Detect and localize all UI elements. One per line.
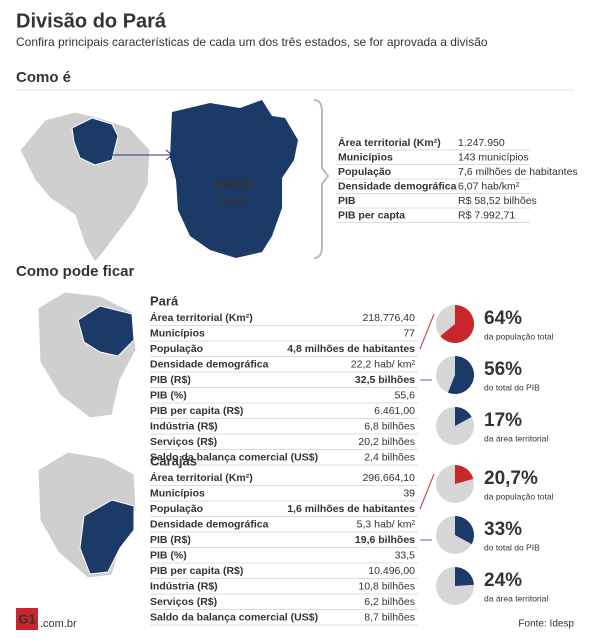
row-value: 218.776,40: [362, 312, 415, 324]
row-label: Indústria (R$): [150, 420, 218, 432]
row-label: População: [150, 343, 203, 355]
row-value: 22,2 hab/ km²: [351, 358, 416, 370]
state-name: Pará: [150, 293, 179, 308]
row-value: 4,8 milhões de habitantes: [287, 343, 415, 355]
pie-percent: 20,7%: [484, 468, 538, 489]
para-small: [71, 117, 119, 166]
row-value: 19,6 bilhões: [355, 534, 415, 546]
row-value: 1,6 milhões de habitantes: [287, 503, 415, 515]
state-highlight: [77, 305, 135, 357]
row-label: Área territorial (Km²): [150, 311, 253, 324]
pie-percent: 56%: [484, 359, 522, 380]
row-label: PIB (%): [150, 549, 187, 561]
section-heading: Como pode ficar: [16, 263, 135, 280]
title: Divisão do Pará: [16, 10, 167, 32]
row-label: Densidade demográfica: [150, 358, 269, 370]
row-value: 6.461,00: [374, 405, 415, 417]
map-label: PARÁ: [215, 176, 254, 192]
row-value: 33,5: [395, 549, 416, 561]
row-value: 55,6: [395, 389, 416, 401]
row-value: R$ 7.992,71: [458, 209, 515, 221]
row-label: Serviços (R$): [150, 436, 217, 448]
arrow: [419, 313, 435, 350]
pie-caption: da população total: [484, 491, 554, 501]
pie-slice: [455, 465, 474, 484]
state-name: Carajás: [150, 453, 197, 468]
domain: .com.br: [40, 618, 77, 630]
row-label: População: [338, 166, 391, 178]
state-highlight: [79, 499, 135, 575]
row-value: 20,2 bilhões: [358, 436, 415, 448]
pie-percent: 33%: [484, 519, 522, 540]
row-label: População: [150, 503, 203, 515]
row-label: Municípios: [338, 151, 393, 163]
pie-slice: [455, 516, 474, 545]
row-label: Serviços (R$): [150, 596, 217, 608]
map-label: atual: [220, 193, 248, 208]
row-label: Indústria (R$): [150, 580, 218, 592]
bracket: [313, 99, 330, 259]
row-value: 5,3 hab/ km²: [357, 518, 416, 530]
row-value: R$ 58,52 bilhões: [458, 195, 537, 207]
row-value: 296.664,10: [362, 472, 415, 484]
row-value: 143 municípios: [458, 151, 529, 163]
row-value: 1.247.950: [458, 137, 505, 149]
row-label: PIB (R$): [150, 534, 191, 546]
row-label: PIB per capita (R$): [150, 405, 243, 417]
pie-slice: [455, 567, 474, 586]
brazil-map: [19, 111, 151, 263]
row-value: 2,4 bilhões: [364, 451, 415, 463]
section-heading: Como é: [16, 69, 71, 86]
row-label: Densidade demográfica: [150, 518, 269, 530]
arrow: [419, 473, 435, 510]
pie-percent: 17%: [484, 410, 522, 431]
pie-percent: 64%: [484, 308, 522, 329]
row-label: Área territorial (Km²): [338, 136, 441, 149]
row-label: Municípios: [150, 327, 205, 339]
row-value: 77: [403, 327, 415, 339]
row-label: PIB per capta: [338, 209, 405, 221]
pie-slice: [455, 407, 472, 426]
row-label: Área territorial (Km²): [150, 471, 253, 484]
row-label: Saldo da balança comercial (US$): [150, 611, 318, 623]
row-label: PIB (%): [150, 389, 187, 401]
logo: G1: [18, 611, 35, 626]
pie-slice: [440, 305, 474, 343]
row-label: Municípios: [150, 487, 205, 499]
row-value: 6,07 hab/km²: [458, 180, 520, 192]
row-value: 7,6 milhões de habitantes: [458, 166, 578, 178]
row-value: 32,5 bilhões: [355, 374, 415, 386]
row-label: PIB per capita (R$): [150, 565, 243, 577]
para-big: [170, 100, 298, 258]
subtitle: Confira principais características de ca…: [16, 35, 488, 49]
pie-caption: do total do PIB: [484, 382, 540, 392]
row-value: 10.496,00: [368, 565, 415, 577]
row-value: 8,7 bilhões: [364, 611, 415, 623]
row-value: 6,8 bilhões: [364, 420, 415, 432]
row-value: 10,8 bilhões: [358, 580, 415, 592]
row-label: PIB (R$): [150, 374, 191, 386]
row-label: Saldo da balança comercial (US$): [150, 451, 318, 463]
pie-percent: 24%: [484, 570, 522, 591]
pie-caption: da área territorial: [484, 593, 548, 603]
row-value: 39: [403, 487, 415, 499]
source: Fonte: Idesp: [518, 619, 574, 630]
logo-box: [16, 608, 38, 630]
pie-caption: da população total: [484, 331, 554, 341]
row-label: Densidade demográfica: [338, 180, 457, 192]
pie-slice: [448, 356, 475, 395]
pie-caption: da área territorial: [484, 433, 548, 443]
row-value: 6,2 bilhões: [364, 596, 415, 608]
pie-caption: do total do PIB: [484, 542, 540, 552]
row-label: PIB: [338, 195, 356, 207]
